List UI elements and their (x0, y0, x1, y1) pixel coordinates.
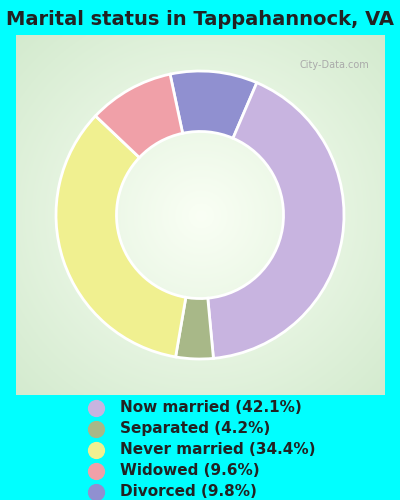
Text: Separated (4.2%): Separated (4.2%) (120, 421, 270, 436)
Wedge shape (96, 74, 183, 158)
Wedge shape (56, 116, 186, 357)
Text: City-Data.com: City-Data.com (300, 60, 369, 70)
Text: Never married (34.4%): Never married (34.4%) (120, 442, 316, 457)
Text: Widowed (9.6%): Widowed (9.6%) (120, 463, 260, 478)
Wedge shape (176, 298, 214, 359)
Wedge shape (170, 71, 257, 138)
Wedge shape (208, 82, 344, 358)
Text: Marital status in Tappahannock, VA: Marital status in Tappahannock, VA (6, 10, 394, 29)
Text: Divorced (9.8%): Divorced (9.8%) (120, 484, 257, 499)
Text: Now married (42.1%): Now married (42.1%) (120, 400, 302, 415)
